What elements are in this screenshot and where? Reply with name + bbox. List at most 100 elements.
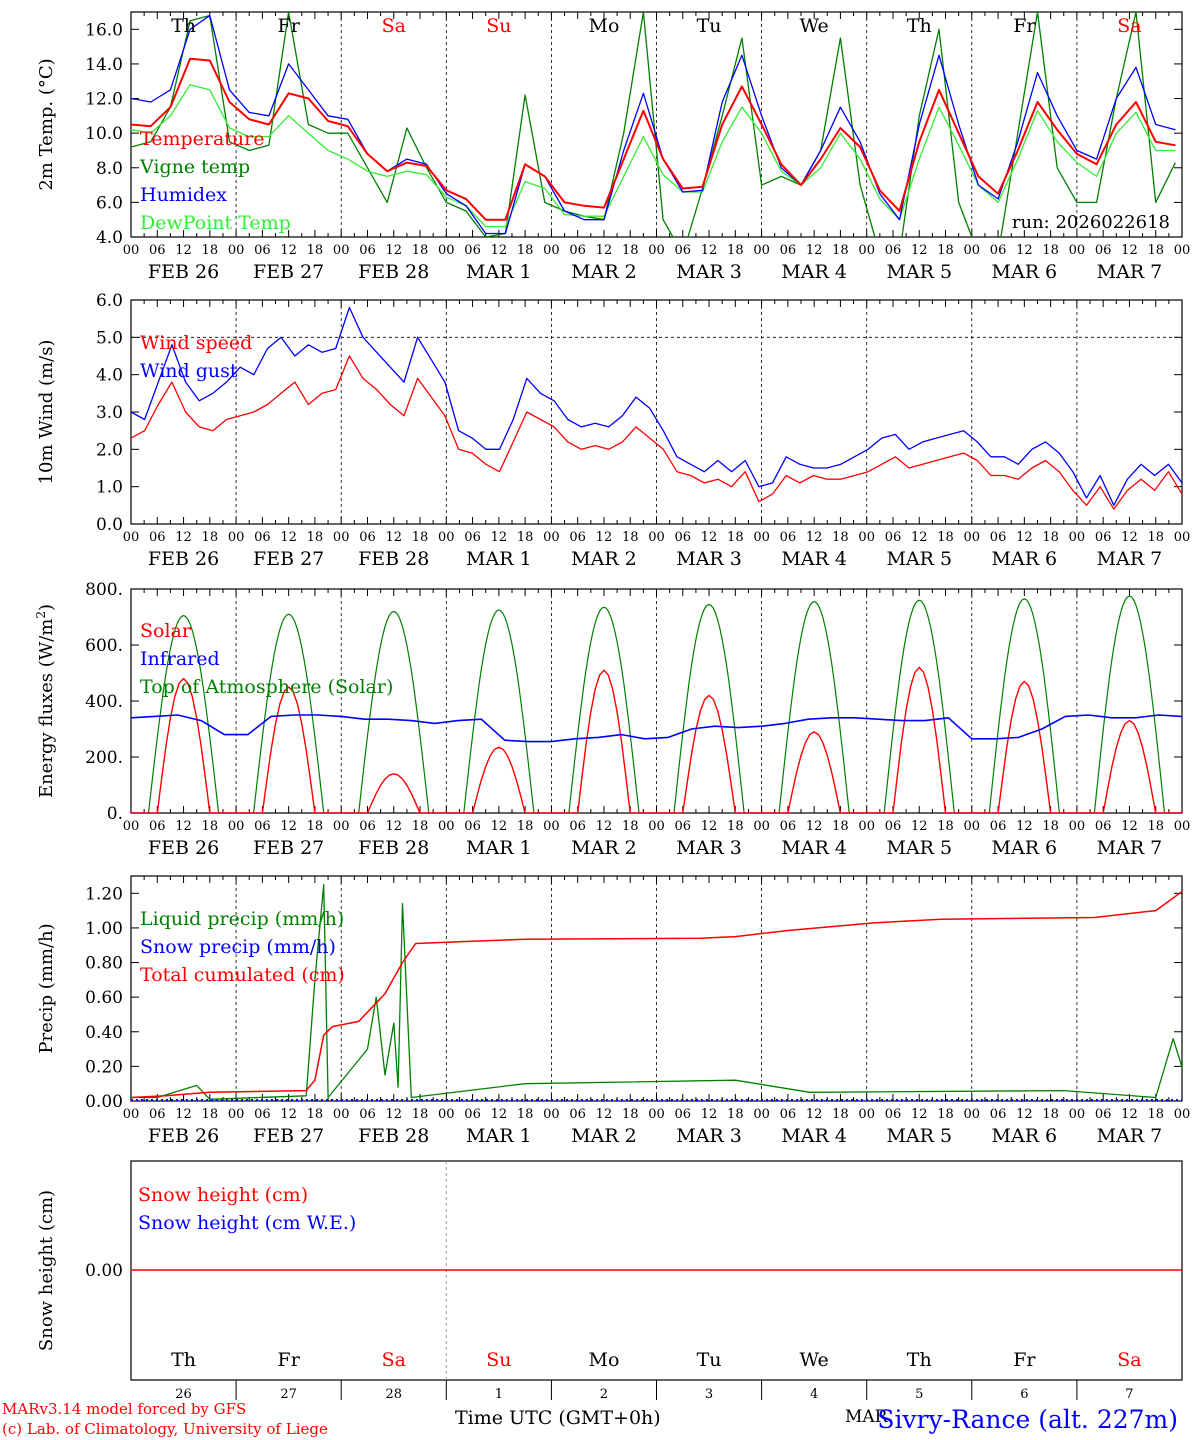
date-label: MAR 7 [1097, 837, 1163, 859]
series-temperature [131, 57, 1176, 221]
hour-label: 06 [885, 819, 902, 834]
hour-label: 12 [806, 243, 823, 258]
hour-label: 06 [149, 819, 166, 834]
day-name: Su [486, 15, 511, 37]
hour-label: 12 [596, 243, 613, 258]
hour-label: 00 [1174, 243, 1191, 258]
hour-label: 00 [228, 243, 245, 258]
legend-snow-height-cm-: Snow height (cm) [138, 1184, 308, 1206]
hour-label: 12 [175, 243, 192, 258]
hour-label: 18 [622, 1107, 639, 1122]
hour-label: 12 [1016, 1107, 1033, 1122]
date-label: MAR 6 [992, 261, 1058, 283]
hour-label: 12 [385, 530, 402, 545]
hour-label: 18 [1147, 243, 1164, 258]
hour-label: 18 [307, 1107, 324, 1122]
series-group [131, 12, 1176, 237]
month-label: MAR [845, 1407, 889, 1427]
day-name: Tu [697, 15, 722, 37]
hour-label: 00 [858, 1107, 875, 1122]
hour-label: 00 [543, 819, 560, 834]
plot-frame [130, 299, 1183, 525]
date-label: MAR 5 [886, 261, 952, 283]
hour-label: 06 [675, 243, 692, 258]
hour-label: 12 [1121, 1107, 1138, 1122]
hour-label: 12 [385, 819, 402, 834]
hour-label: 12 [1016, 243, 1033, 258]
series-infrared [131, 714, 1182, 743]
date-label: MAR 1 [466, 548, 532, 570]
series-wind-gust [131, 306, 1182, 506]
hour-label: 12 [491, 1107, 508, 1122]
hour-label: 00 [543, 530, 560, 545]
hour-label: 18 [832, 530, 849, 545]
hour-label: 18 [832, 819, 849, 834]
y-axis-title: 10m Wind (m/s) [36, 340, 57, 485]
hour-label: 18 [517, 530, 534, 545]
date-label: MAR 7 [1097, 1125, 1163, 1147]
hour-label: 00 [333, 819, 350, 834]
hour-label: 06 [675, 1107, 692, 1122]
day-number: 3 [705, 1387, 713, 1402]
hour-label: 06 [464, 530, 481, 545]
hour-label: 06 [780, 243, 797, 258]
date-label: FEB 28 [358, 261, 429, 283]
hour-label: 06 [780, 1107, 797, 1122]
hour-label: 12 [1121, 243, 1138, 258]
hour-label: 18 [1042, 243, 1059, 258]
hour-label: 12 [1016, 819, 1033, 834]
date-label: MAR 6 [992, 837, 1058, 859]
hour-label: 12 [491, 530, 508, 545]
hour-label: 18 [307, 819, 324, 834]
hour-label: 12 [596, 819, 613, 834]
hour-label: 06 [885, 243, 902, 258]
date-label: FEB 28 [358, 548, 429, 570]
date-label: MAR 3 [676, 837, 742, 859]
legend-vigne-temp: Vigne temp [139, 156, 250, 178]
hour-label: 06 [1095, 530, 1112, 545]
hour-label: 06 [464, 1107, 481, 1122]
hour-label: 18 [412, 819, 429, 834]
hour-label: 06 [254, 1107, 271, 1122]
date-label: MAR 4 [781, 837, 847, 859]
hour-label: 00 [648, 530, 665, 545]
panel-snow: Snow height (cm) 0.00 Snow height (cm) Snow… [36, 1160, 1183, 1402]
hour-label: 00 [123, 530, 140, 545]
hour-label: 18 [202, 1107, 219, 1122]
day-name: Mo [588, 1349, 619, 1371]
hour-label: 06 [1095, 1107, 1112, 1122]
series-top-of-atmosphere [131, 595, 1182, 813]
y-tick-label: 4.0 [96, 228, 123, 248]
y-tick-label: 800. [85, 580, 123, 600]
series-dewpoint-temp [131, 84, 1176, 228]
hour-label: 00 [858, 819, 875, 834]
y-tick-label: 0.00 [85, 1261, 123, 1281]
hour-label: 00 [1174, 1107, 1191, 1122]
y-tick-label: 400. [85, 692, 123, 712]
hour-label: 18 [202, 819, 219, 834]
hour-label: 06 [1095, 819, 1112, 834]
day-name: Fr [1013, 1349, 1036, 1371]
y-tick-label: 0.60 [85, 988, 123, 1008]
y-tick-label: 16.0 [85, 20, 123, 40]
hour-label: 00 [753, 819, 770, 834]
hour-label: 18 [937, 1107, 954, 1122]
hour-label: 12 [701, 1107, 718, 1122]
hour-label: 12 [175, 819, 192, 834]
date-label: MAR 4 [781, 1125, 847, 1147]
hour-label: 06 [885, 1107, 902, 1122]
series-wind-speed [131, 355, 1182, 510]
model-credit: MARv3.14 model forced by GFS [2, 1400, 246, 1418]
date-label: MAR 5 [886, 1125, 952, 1147]
date-label: MAR 1 [466, 1125, 532, 1147]
hour-label: 06 [990, 1107, 1007, 1122]
hour-label: 00 [333, 243, 350, 258]
legend-snow-precip-mm-h-: Snow precip (mm/h) [140, 936, 336, 958]
hour-label: 06 [359, 530, 376, 545]
hour-label: 18 [622, 243, 639, 258]
hour-label: 12 [175, 1107, 192, 1122]
hour-label: 00 [228, 819, 245, 834]
day-name: Th [907, 15, 932, 37]
day-name: Sa [382, 15, 406, 37]
hour-label: 12 [806, 819, 823, 834]
